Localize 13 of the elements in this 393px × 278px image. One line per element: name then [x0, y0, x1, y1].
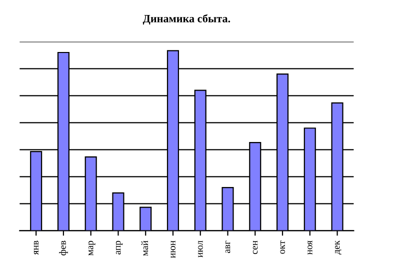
x-tick-label: дек	[335, 240, 342, 254]
x-tick-label: июн	[170, 240, 176, 258]
x-tick-label: май	[141, 240, 148, 256]
x-tick-label: ноя	[308, 240, 312, 255]
x-tick-label: авг	[226, 240, 230, 254]
x-tick-label: июл	[198, 240, 203, 258]
x-tick-label: окт	[280, 240, 285, 254]
x-tick-label: сен	[252, 240, 258, 254]
x-tick-label: апр	[116, 240, 123, 254]
chart-title: Динамика сбыта.	[142, 14, 230, 25]
x-tick-label: янв	[34, 240, 38, 255]
x-tick-label: мар	[88, 240, 96, 256]
x-tick-label: фев	[59, 240, 68, 256]
